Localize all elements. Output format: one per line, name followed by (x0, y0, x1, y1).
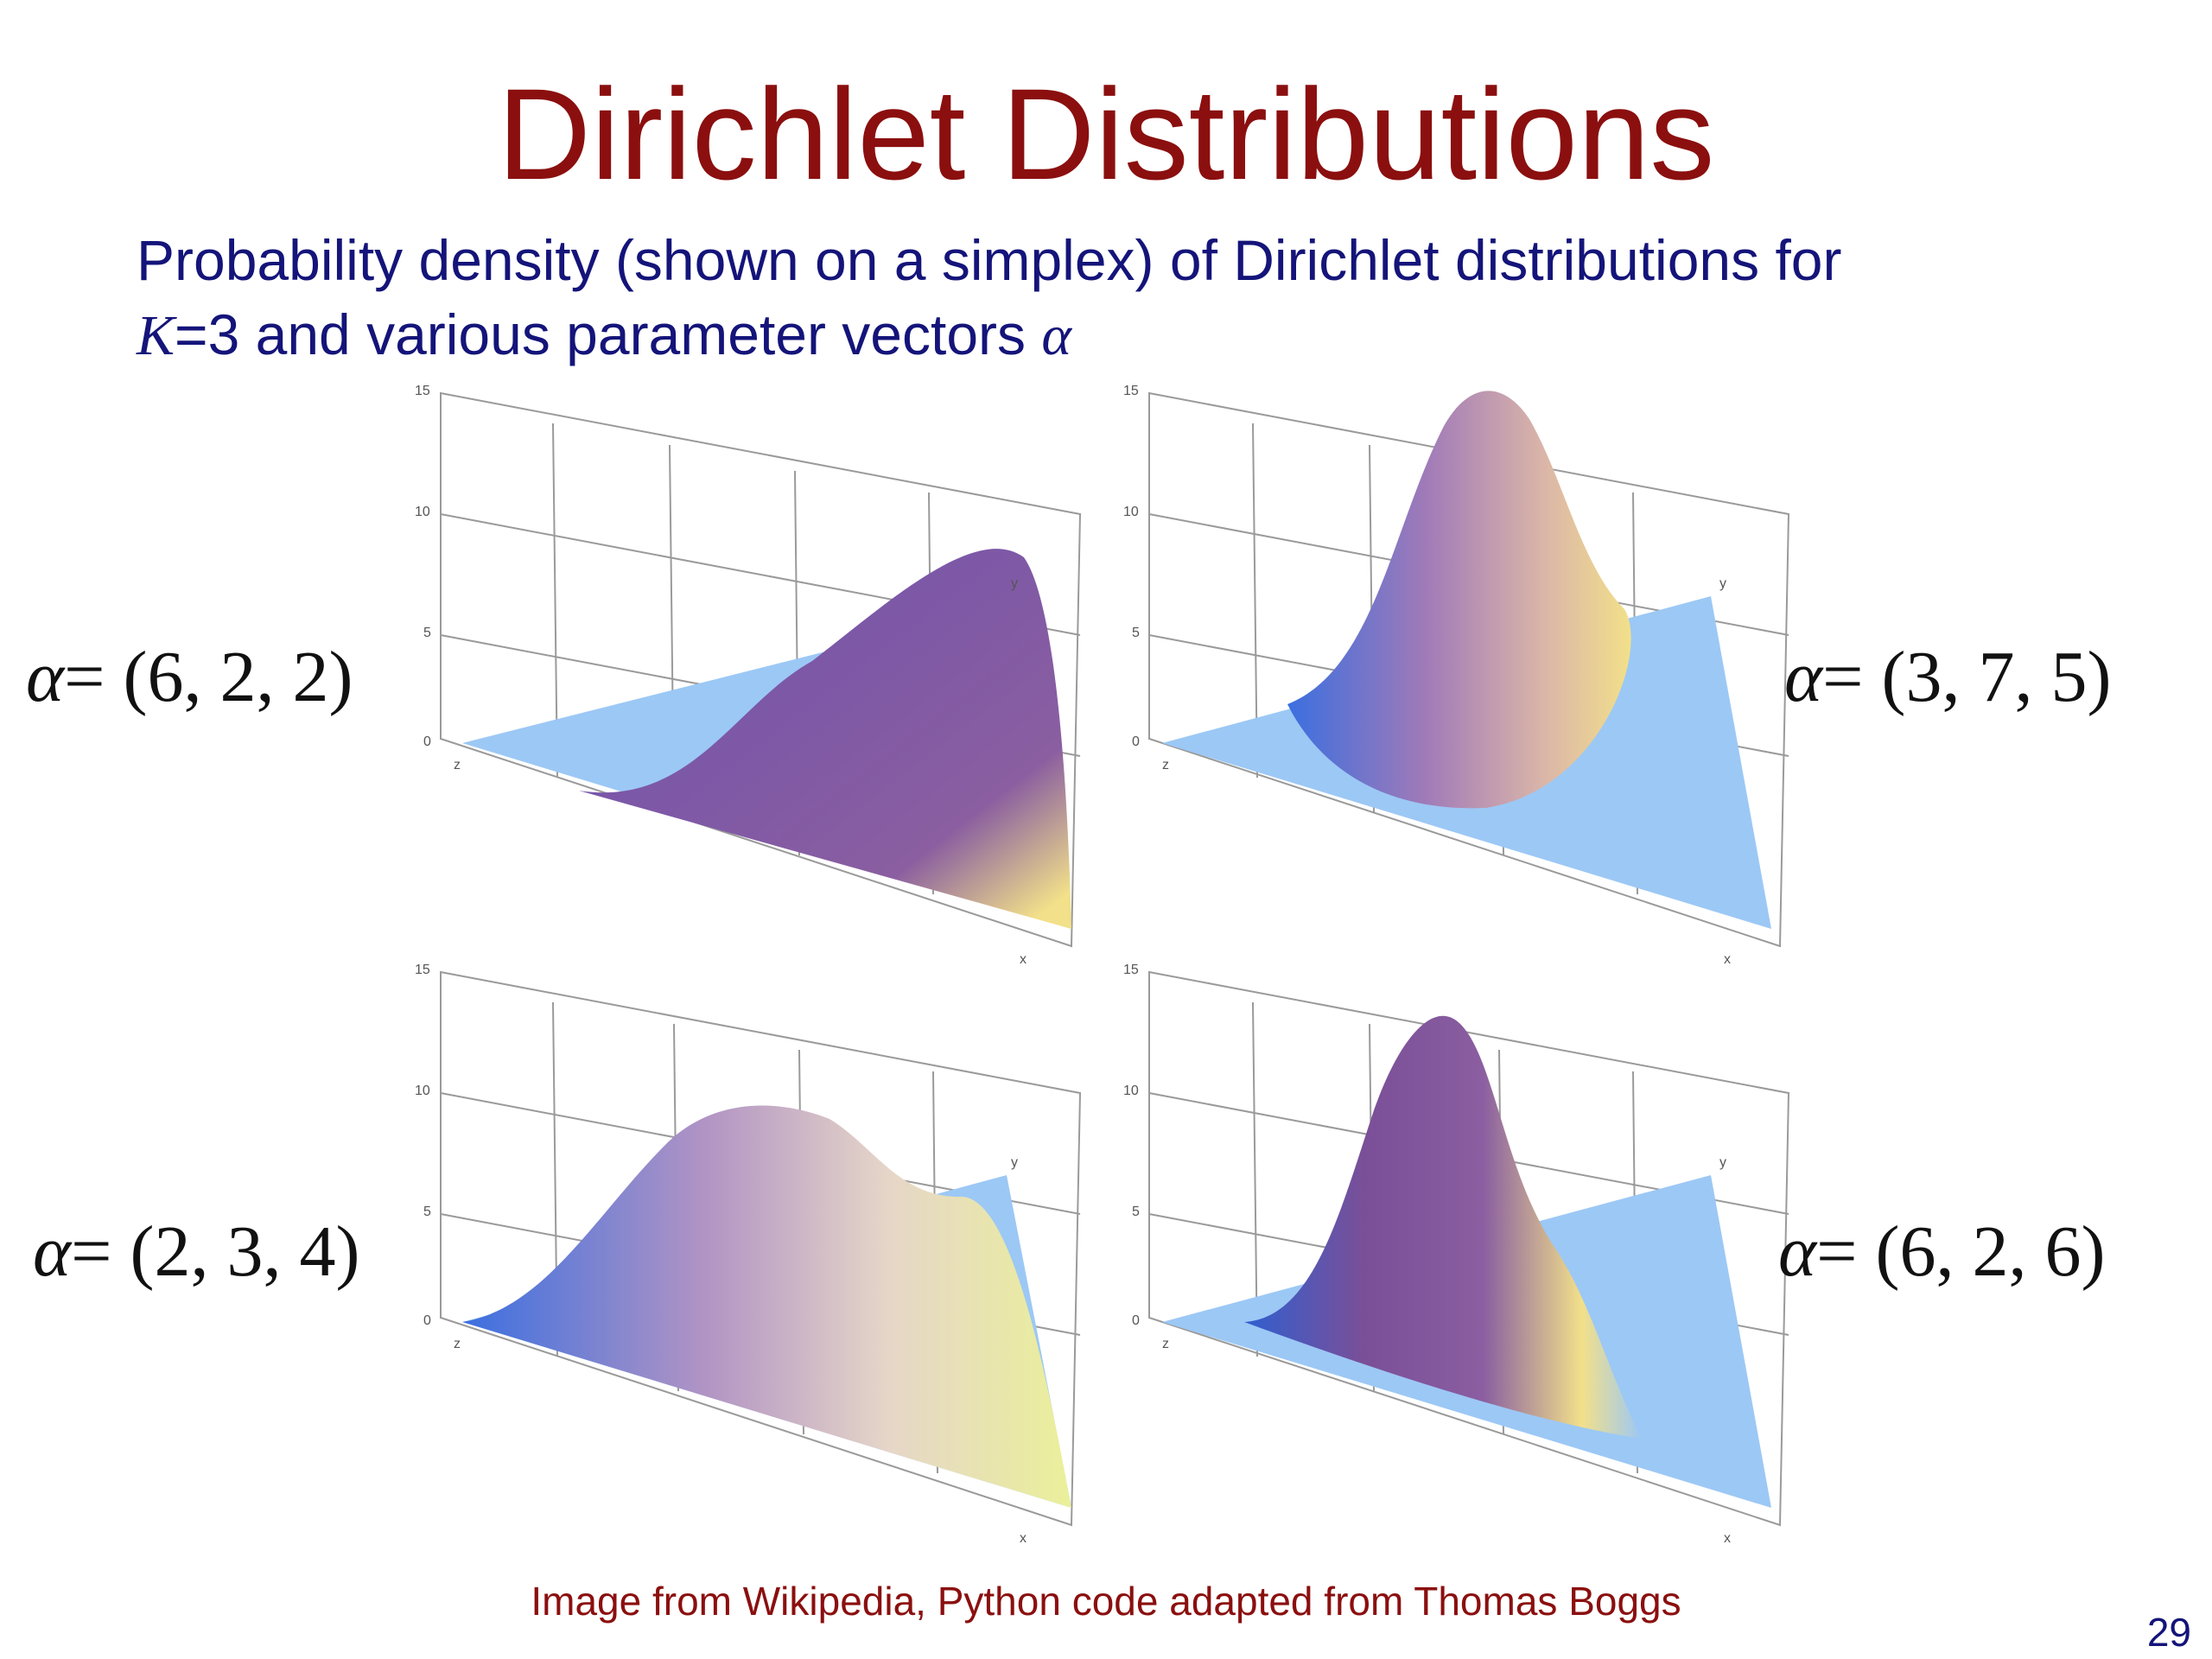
axis-label-y: y (1011, 576, 1018, 591)
alpha-label-4: α= (6, 2, 6) (1778, 1210, 2105, 1294)
plot-alpha-6-2-2: 15 10 5 0 z y x (406, 376, 1089, 972)
tick-15: 15 (415, 963, 430, 977)
page-number: 29 (2146, 1610, 2191, 1655)
alpha-value: = (3, 7, 5) (1822, 637, 2112, 717)
alpha-label-1: α= (6, 2, 2) (26, 635, 353, 719)
alpha-symbol: α (26, 637, 65, 717)
tick-10: 10 (415, 1084, 430, 1098)
subtitle-line-1: Probability density (shown on a simplex)… (137, 228, 1842, 292)
axis-label-x: x (1020, 1531, 1027, 1546)
tick-0: 0 (423, 1313, 431, 1328)
tick-5: 5 (1132, 1205, 1140, 1219)
plot-alpha-3-7-5: 15 10 5 0 z y x (1115, 376, 1797, 972)
dirichlet-surface-plot: 15 10 5 0 z y x (415, 384, 1082, 967)
subtitle-line-2-text: =3 and various parameter vectors (175, 302, 1042, 366)
slide-title: Dirichlet Distributions (497, 61, 1715, 207)
tick-5: 5 (423, 1205, 431, 1219)
alpha-symbol: α (33, 1211, 72, 1292)
alpha-label-3: α= (2, 3, 4) (33, 1210, 359, 1294)
dirichlet-surface-plot: 15 10 5 0 z y x (1123, 963, 1790, 1546)
axis-label-z: z (454, 1337, 461, 1351)
density-surface (1244, 1015, 1642, 1439)
image-credit: Image from Wikipedia, Python code adapte… (531, 1579, 1681, 1624)
alpha-symbol: α (1778, 1211, 1817, 1292)
slide-subtitle: Probability density (shown on a simplex)… (137, 223, 2124, 373)
tick-0: 0 (1132, 1313, 1140, 1328)
axis-label-z: z (1162, 758, 1169, 772)
axis-label-x: x (1020, 952, 1027, 967)
axis-label-z: z (1162, 1337, 1169, 1351)
alpha-value: = (6, 2, 2) (64, 637, 353, 717)
tick-15: 15 (415, 384, 430, 398)
subtitle-line-2: K=3 and various parameter vectors α (137, 297, 2124, 373)
alpha-symbol: α (1784, 637, 1823, 717)
plot-alpha-2-3-4: 15 10 5 0 z y x (406, 955, 1089, 1551)
plot-alpha-6-2-6: 15 10 5 0 z y x (1115, 955, 1797, 1551)
density-surface (1287, 391, 1631, 809)
density-surface (579, 549, 1071, 929)
tick-10: 10 (1123, 505, 1139, 519)
axis-label-y: y (1719, 1155, 1726, 1170)
dirichlet-surface-plot: 15 10 5 0 z y x (415, 963, 1082, 1546)
axis-label-z: z (454, 758, 461, 772)
axis-label-y: y (1011, 1155, 1018, 1170)
axis-label-x: x (1724, 1531, 1731, 1546)
alpha-symbol: α (1041, 304, 1072, 367)
k-symbol: K (137, 304, 175, 367)
density-surface (462, 1105, 1071, 1508)
axis-label-y: y (1719, 576, 1726, 591)
tick-10: 10 (415, 505, 430, 519)
tick-15: 15 (1123, 963, 1139, 977)
tick-0: 0 (423, 734, 431, 749)
dirichlet-surface-plot: 15 10 5 0 z y x (1123, 384, 1790, 967)
alpha-label-2: α= (3, 7, 5) (1784, 635, 2111, 719)
axis-label-x: x (1724, 952, 1731, 967)
alpha-value: = (2, 3, 4) (71, 1211, 360, 1292)
tick-5: 5 (423, 626, 431, 640)
tick-10: 10 (1123, 1084, 1139, 1098)
tick-5: 5 (1132, 626, 1140, 640)
tick-15: 15 (1123, 384, 1139, 398)
tick-0: 0 (1132, 734, 1140, 749)
alpha-value: = (6, 2, 6) (1816, 1211, 2106, 1292)
